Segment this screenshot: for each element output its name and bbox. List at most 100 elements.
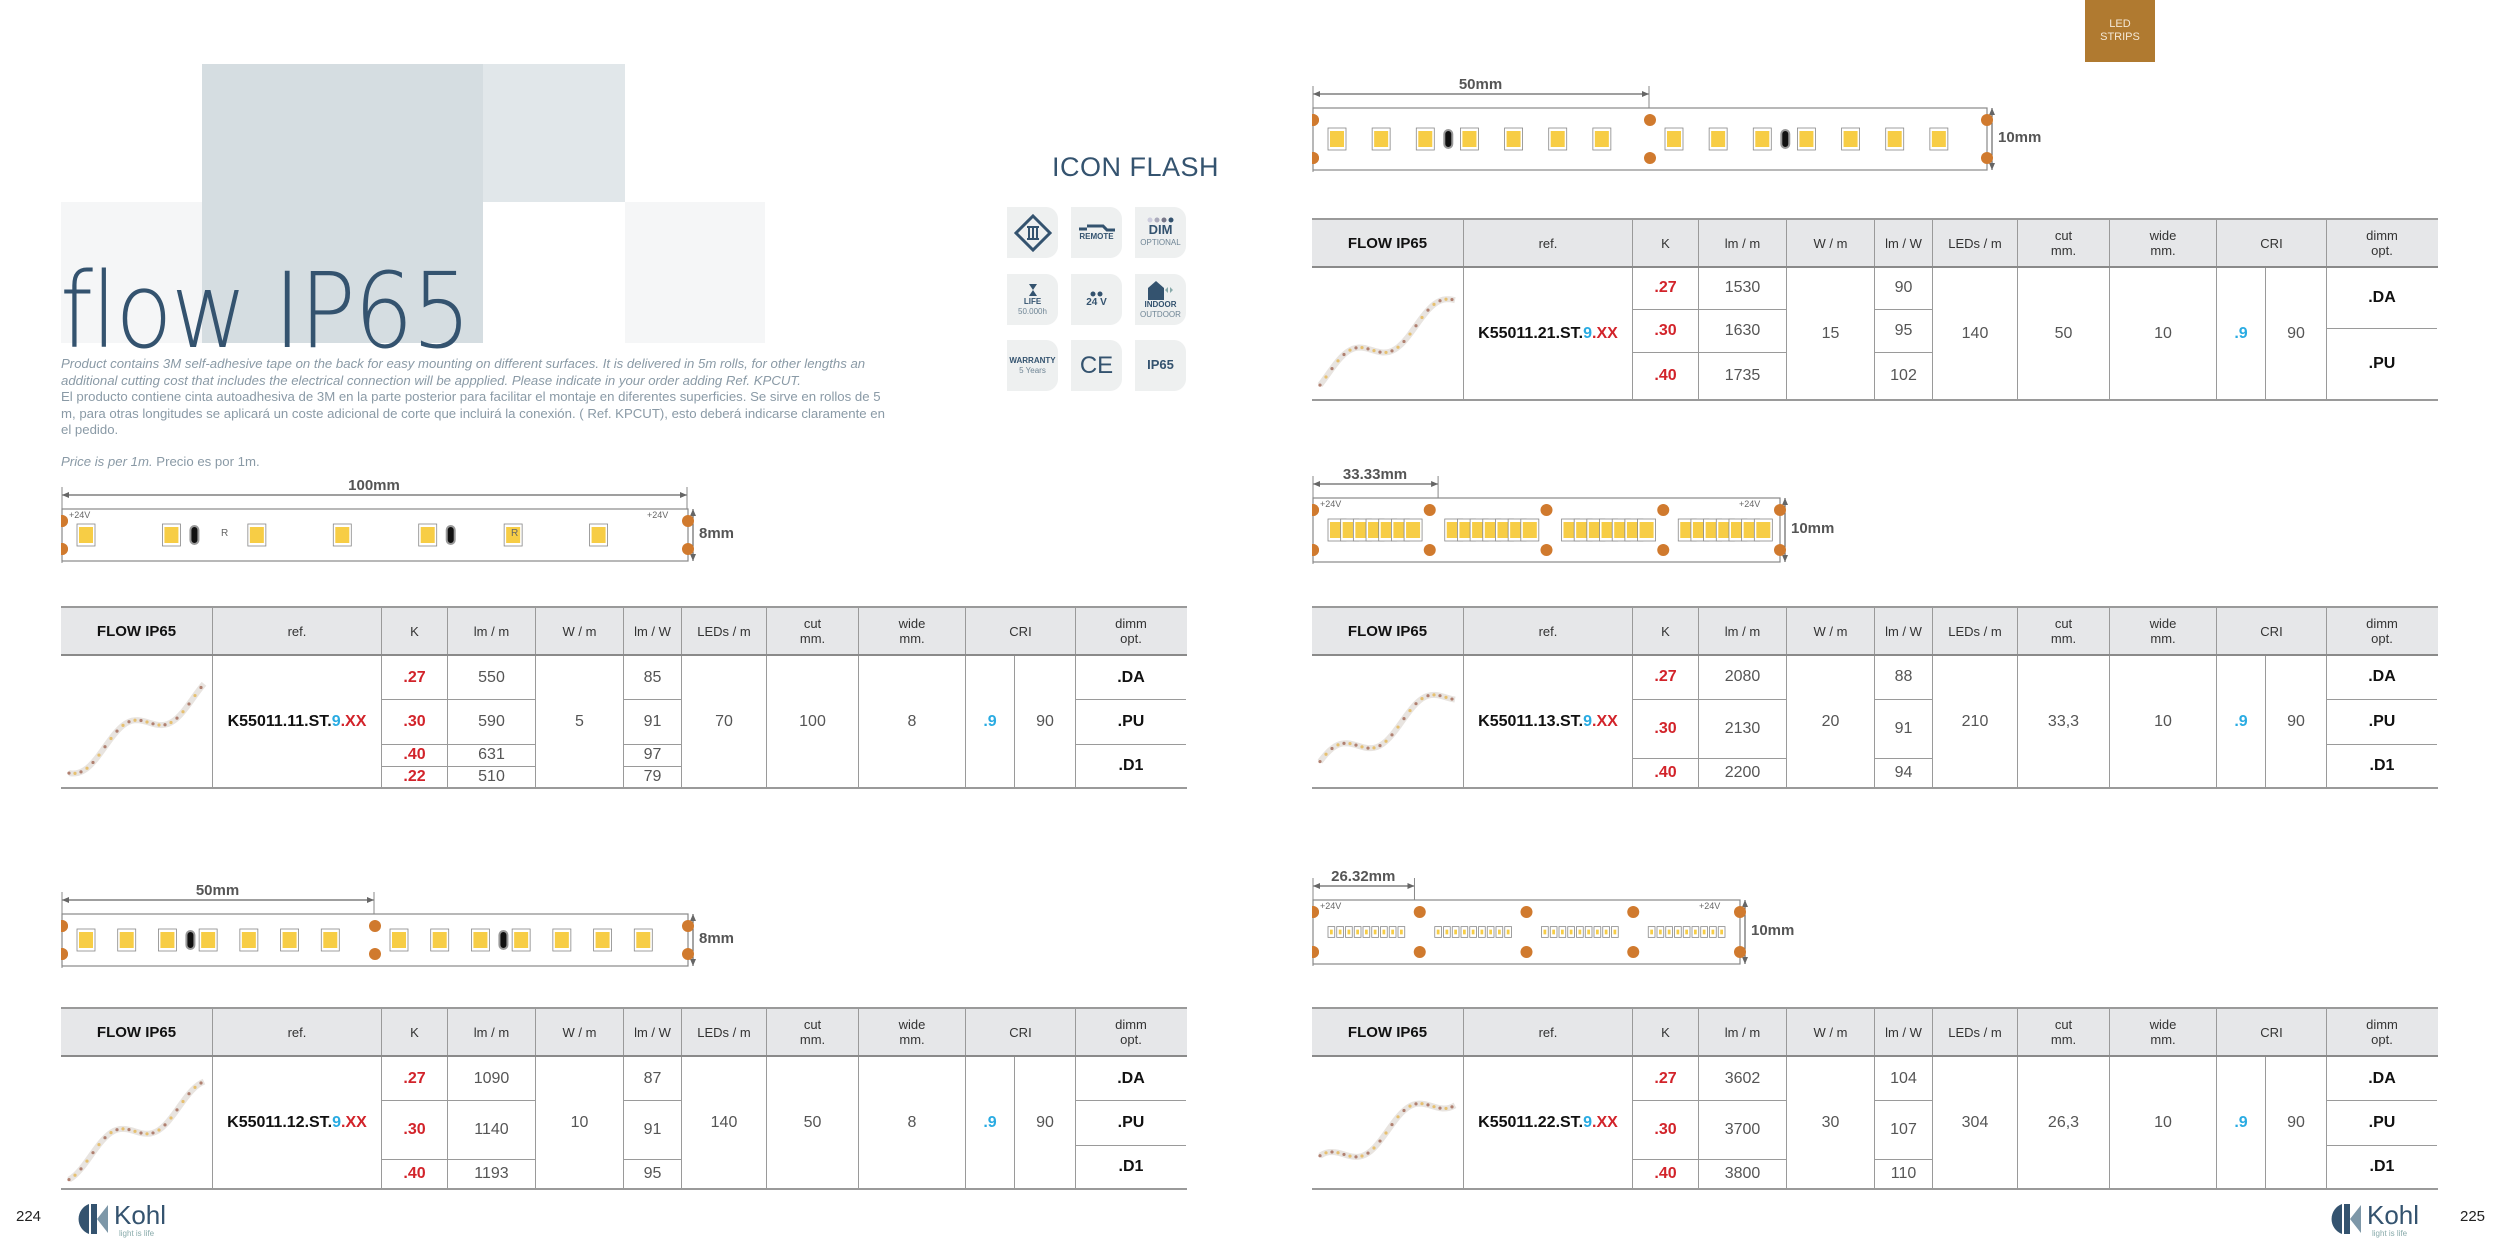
lmw-cell: 88 <box>1875 656 1932 699</box>
lmw-value: 87 <box>643 1069 662 1087</box>
lmw-value: 102 <box>1890 366 1917 384</box>
k-cell: .30 <box>1633 698 1698 758</box>
led-chip <box>1338 929 1342 935</box>
brand-name: Kohl <box>2367 1200 2420 1230</box>
resistor <box>1780 129 1791 149</box>
header-cell: wide mm. <box>858 1009 965 1055</box>
led-chip <box>1667 929 1671 935</box>
kohl-logo: Kohl light is life <box>77 1200 177 1240</box>
cut-value: 33,3 <box>2047 712 2080 730</box>
icon-label: DIM <box>1148 222 1173 238</box>
dimm-value: .DA <box>2368 668 2396 686</box>
solder-pad <box>1981 114 1993 126</box>
section-tab-led-strips[interactable]: LED STRIPS <box>2085 0 2155 62</box>
leds-cell: 140 <box>682 1057 766 1188</box>
cri_code-cell: .9 <box>2217 1057 2265 1188</box>
dimm-column: .DA .PU .D1 <box>1075 1057 1186 1188</box>
wide-cell: 8 <box>859 656 965 787</box>
ref-suffix: .XX <box>1592 324 1618 342</box>
page-title: flow IP65 <box>60 250 471 372</box>
lm-value: 590 <box>478 712 505 730</box>
header-cell: ref. <box>1463 1009 1632 1055</box>
ref-cri-code: 9 <box>1583 324 1593 342</box>
led-chip <box>1471 929 1475 935</box>
cut-column: 33,3 <box>2017 656 2109 787</box>
wide-value: 10 <box>2154 1113 2172 1131</box>
k-value: .30 <box>403 1121 426 1139</box>
cut-column: 50 <box>2017 268 2109 399</box>
header-cell: lm / W <box>1874 608 1932 654</box>
header-cell: K <box>1632 608 1698 654</box>
product-ref: K55011.13.ST. 9 .XX <box>1464 656 1632 787</box>
ref-suffix: .XX <box>1592 1113 1618 1131</box>
solder-pad <box>1644 152 1656 164</box>
led-chip <box>1543 929 1547 935</box>
dimm-cell: .D1 <box>1076 1145 1186 1188</box>
led-chip <box>1480 929 1484 935</box>
cut-value: 100 <box>799 712 826 730</box>
k-value: .30 <box>1654 719 1677 737</box>
lmw-value: 95 <box>1894 321 1913 339</box>
led-chip <box>1506 131 1521 147</box>
header-cell: dimm opt. <box>2326 608 2437 654</box>
led-chip <box>79 932 93 948</box>
solder-pad <box>1520 906 1533 918</box>
header-cell: lm / m <box>1698 608 1786 654</box>
product-image <box>61 656 212 787</box>
led-chip <box>1694 929 1697 935</box>
w-column: 10 <box>535 1057 623 1188</box>
led-chip <box>1406 522 1421 538</box>
ce-icon: CE <box>1071 340 1122 391</box>
header-cell: LEDs / m <box>681 608 766 654</box>
voltage-label: +24V <box>1320 901 1342 911</box>
k-value: .40 <box>1654 763 1677 781</box>
dimm-cell: .DA <box>2327 268 2437 328</box>
cut-cell: 33,3 <box>2018 656 2109 787</box>
cri-column: 90 <box>2265 1057 2326 1188</box>
lmw-value: 107 <box>1890 1121 1917 1139</box>
solder-pad <box>1423 504 1436 516</box>
ref-base: K55011.22.ST. <box>1478 1113 1584 1131</box>
product-ref: K55011.21.ST. 9 .XX <box>1464 268 1632 399</box>
dimm-value: .DA <box>1117 668 1145 686</box>
led-chip <box>1498 929 1501 935</box>
ref-column: K55011.12.ST. 9 .XX <box>212 1057 381 1188</box>
led-chip <box>1330 131 1344 147</box>
voltage-label: +24V <box>69 510 91 520</box>
k-column: .27 .30 .40 .22 <box>381 656 447 787</box>
k-value: .30 <box>1654 321 1677 339</box>
lmw-value: 91 <box>1894 719 1913 737</box>
dimm-cell: .DA <box>2327 1057 2437 1100</box>
resistor <box>189 525 200 545</box>
lm-cell: 1735 <box>1699 351 1786 399</box>
header-cell: lm / m <box>1698 220 1786 266</box>
header-cell: dimm opt. <box>2326 1009 2437 1055</box>
led-chip <box>323 932 338 948</box>
w-cell: 20 <box>1787 656 1874 787</box>
leds-value: 210 <box>1961 712 1989 730</box>
strip-diagram: 50mm 10mm <box>1307 76 2070 177</box>
header-cell: lm / W <box>623 608 681 654</box>
led-chip <box>591 527 606 543</box>
header-cell: FLOW IP65 <box>1347 234 1428 252</box>
led-chip <box>514 932 529 948</box>
led-chip <box>1720 929 1723 935</box>
solder-pad <box>1657 544 1670 556</box>
price-note: Price is per 1m. Precio es por 1m. <box>61 454 260 469</box>
led-chip <box>1356 929 1359 935</box>
led-chip <box>1755 131 1770 147</box>
header-cell: W / m <box>1786 220 1874 266</box>
cri-cell: 90 <box>1015 656 1075 787</box>
lmw-cell: 87 <box>624 1057 681 1100</box>
solder-pad <box>1644 114 1656 126</box>
table-body-row: K55011.22.ST. 9 .XX .27 .30 .40 3602 3700 3800 30… <box>1312 1057 2438 1188</box>
lmw-cell: 102 <box>1875 351 1932 399</box>
led-chip <box>1454 929 1457 935</box>
wide-column: 10 <box>2109 656 2216 787</box>
wide-column: 10 <box>2109 1057 2216 1188</box>
cri-cell: 90 <box>2266 268 2326 399</box>
